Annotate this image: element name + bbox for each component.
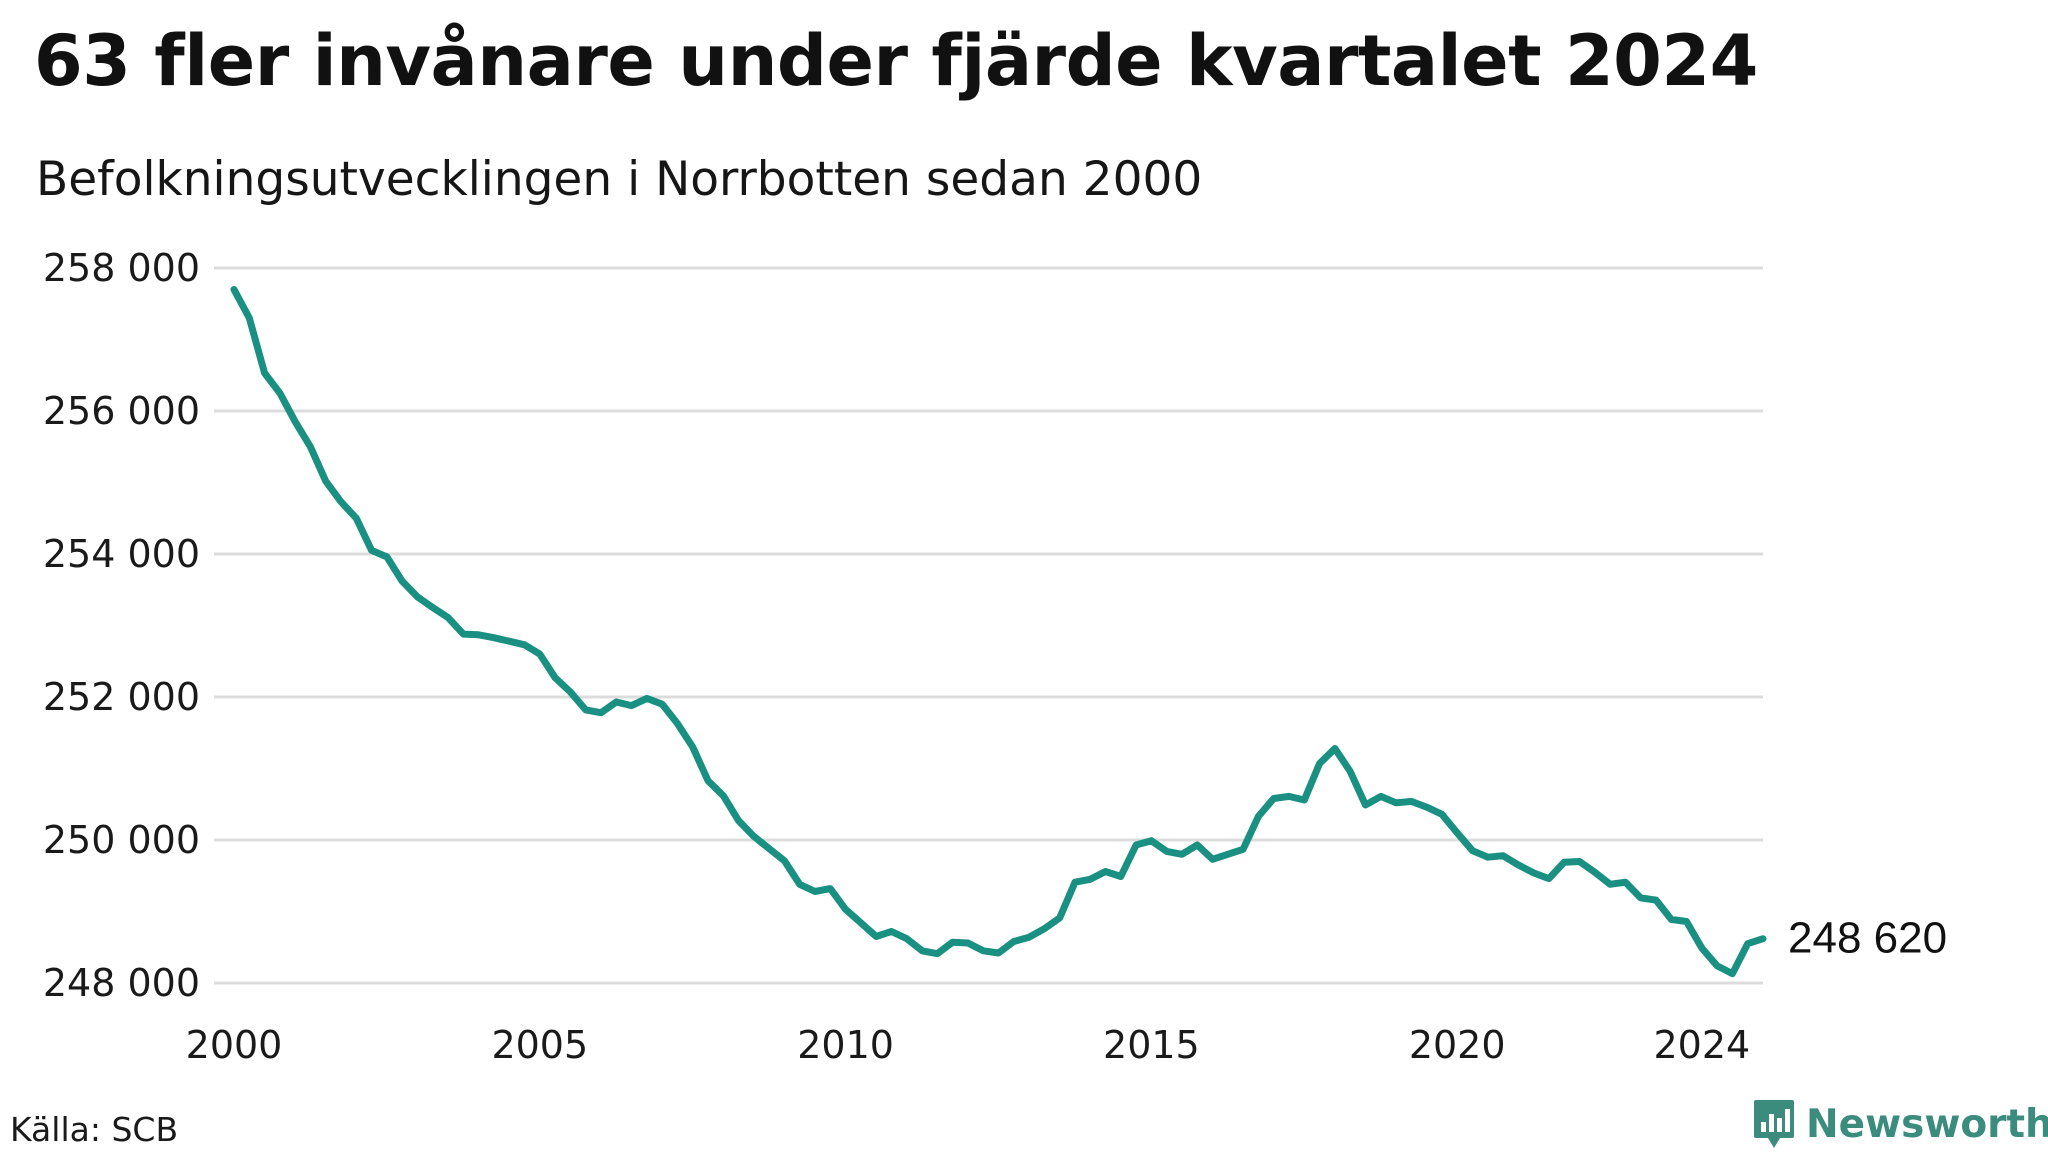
brand-name: Newsworthy [1806, 1101, 2048, 1147]
end-value-label: 248 620 [1788, 914, 1947, 963]
y-tick-label: 254 000 [43, 532, 200, 576]
x-axis-tick-labels: 2000 2005 2010 2015 2020 2024 [186, 1023, 1751, 1067]
y-tick-label: 256 000 [43, 389, 200, 433]
x-tick-label: 2024 [1653, 1023, 1750, 1067]
y-tick-label: 250 000 [43, 818, 200, 862]
x-tick-label: 2000 [186, 1023, 283, 1067]
chart-title: 63 fler invånare under fjärde kvartalet … [34, 20, 1758, 102]
newsworthy-logo-icon [1754, 1100, 1794, 1148]
grid-lines [214, 266, 1763, 985]
y-axis-tick-labels: 248 000 250 000 252 000 254 000 256 000 258 0… [43, 246, 200, 1005]
x-tick-label: 2005 [491, 1023, 588, 1067]
x-tick-label: 2015 [1103, 1023, 1200, 1067]
x-tick-label: 2010 [797, 1023, 894, 1067]
chart-subtitle: Befolkningsutvecklingen i Norrbotten sed… [36, 152, 1203, 207]
y-tick-label: 258 000 [43, 246, 200, 290]
x-tick-label: 2020 [1409, 1023, 1506, 1067]
population-series-line [230, 286, 1767, 978]
y-tick-label: 252 000 [43, 675, 200, 719]
y-tick-label: 248 000 [43, 961, 200, 1005]
brand-logo: Newsworthy [1752, 1098, 2048, 1150]
source-note: Källa: SCB [10, 1110, 179, 1149]
